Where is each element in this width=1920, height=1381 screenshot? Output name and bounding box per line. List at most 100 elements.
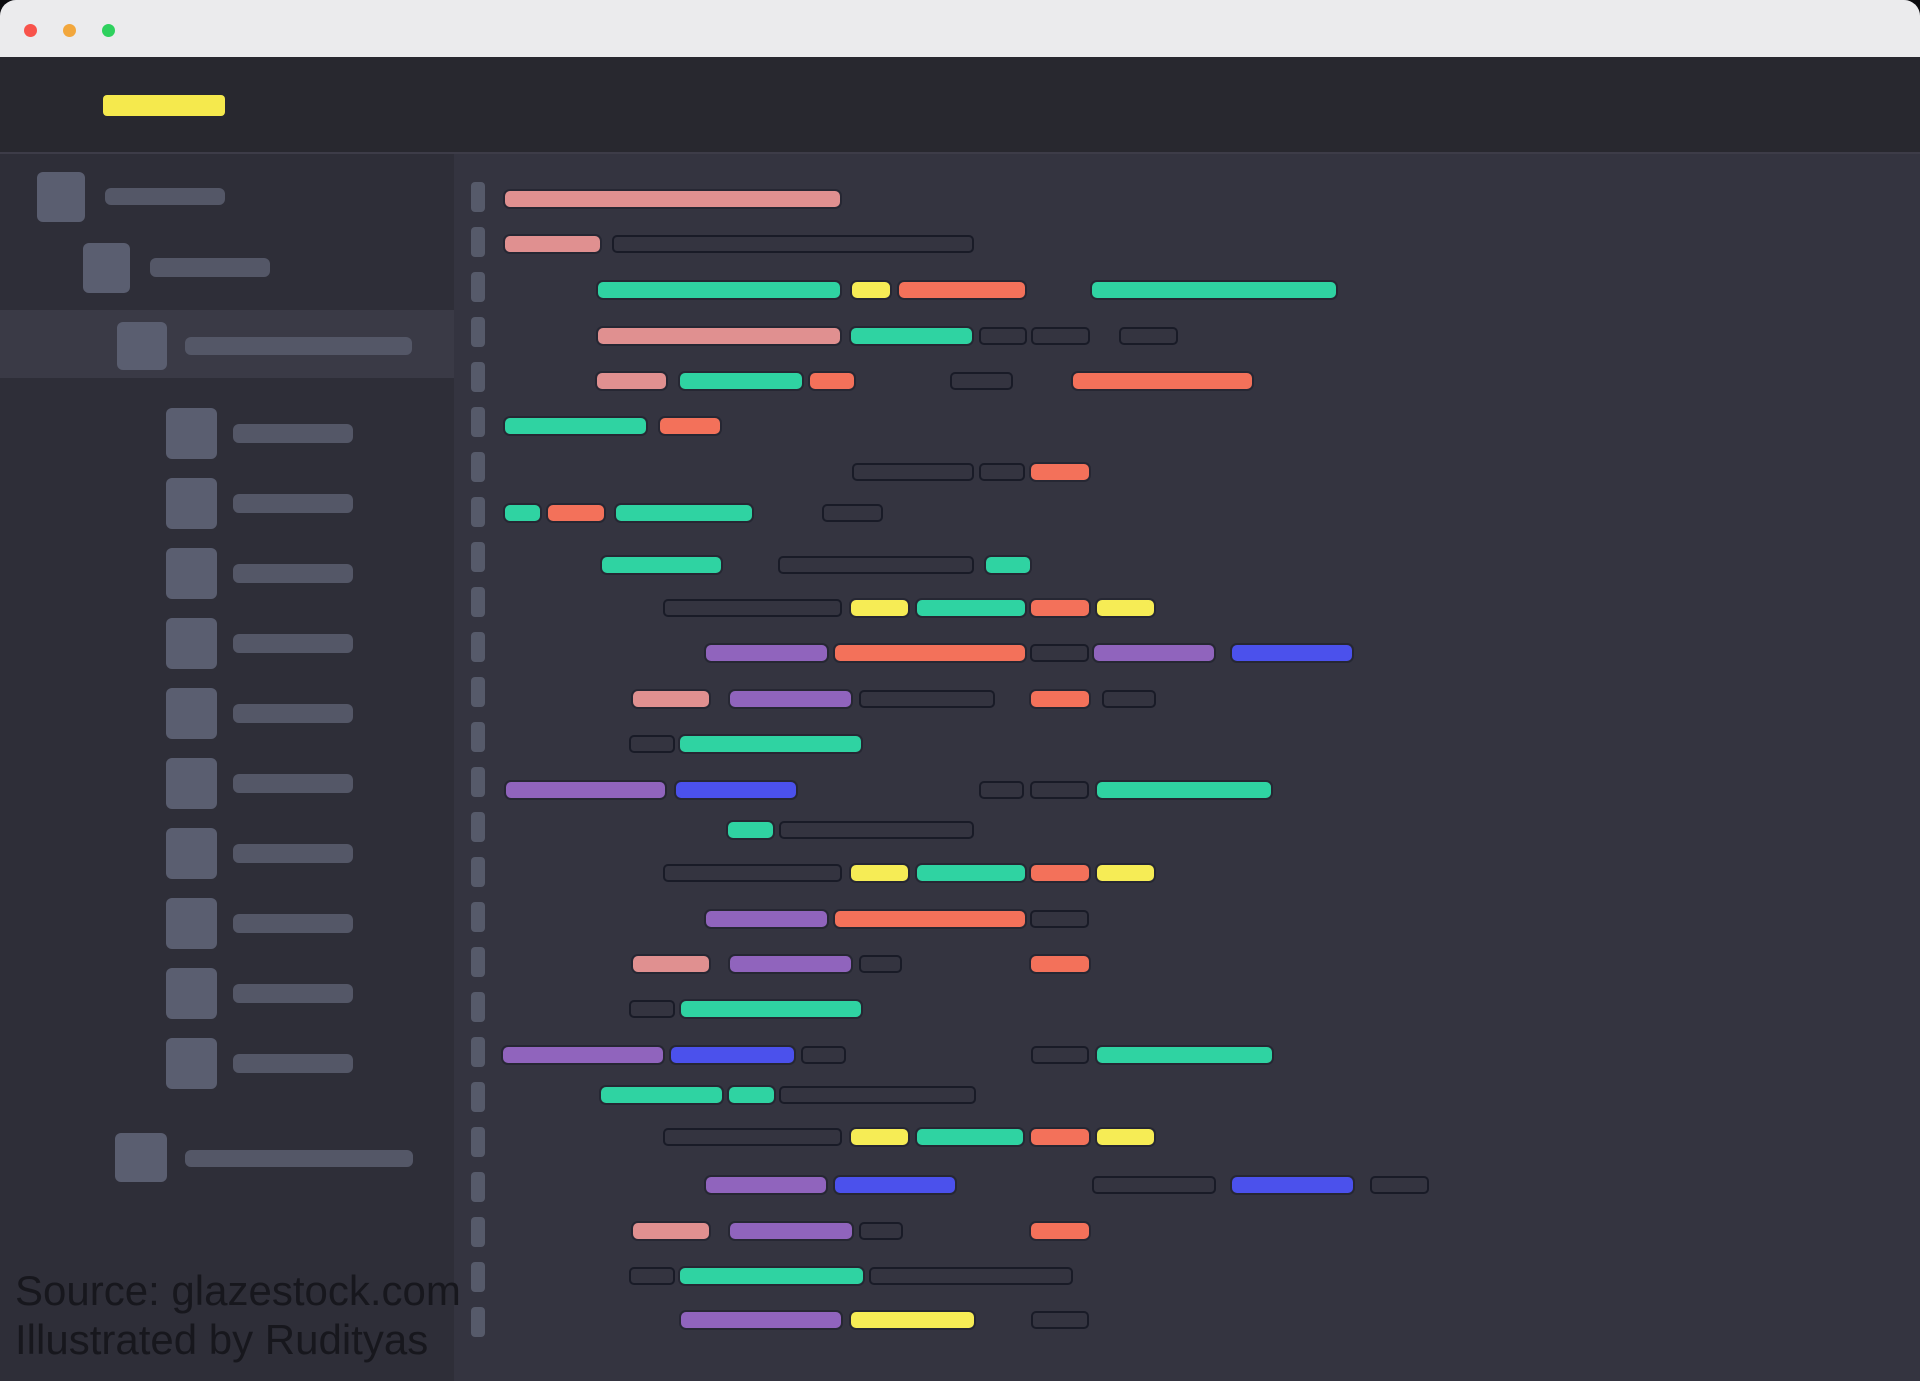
code-token-green [602,557,721,573]
file-icon-placeholder [37,172,85,222]
window-titlebar [0,0,1920,57]
indent-guide-dash [471,1127,485,1157]
indent-guide-dash [471,722,485,752]
code-token-white [1119,327,1178,345]
code-token-white [950,372,1013,390]
indent-guide-dash [471,587,485,617]
code-token-red [1031,1129,1089,1145]
code-token-white [629,1267,675,1285]
code-token-salmon [505,236,600,252]
file-name-placeholder [185,1150,413,1167]
indent-guide-dash [471,947,485,977]
active-tab-indicator [103,95,225,116]
indent-guide-dash [471,497,485,527]
indent-guide-dash [471,1217,485,1247]
code-token-yellow [852,282,890,298]
sidebar-tree-item[interactable] [166,1038,353,1089]
code-line [454,191,1920,209]
code-token-white [663,1128,842,1146]
sidebar-tree-item[interactable] [166,408,353,459]
credit-line-1: Source: glazestock.com [15,1267,461,1314]
file-name-placeholder [233,984,353,1003]
file-name-placeholder [233,844,353,863]
code-token-green [1097,782,1271,798]
file-icon-placeholder [166,758,217,809]
indent-guide-dash [471,182,485,212]
code-token-yellow [851,1312,974,1328]
sidebar-tree-item[interactable] [83,243,270,293]
code-token-white [1102,690,1156,708]
code-token-green [917,865,1025,881]
code-token-green [917,1129,1023,1145]
file-name-placeholder [233,494,353,513]
code-token-white [869,1267,1073,1285]
sidebar-tree-item[interactable] [166,688,353,739]
code-token-salmon [633,1223,709,1239]
code-token-white [629,1000,675,1018]
code-line [454,282,1920,300]
indent-guide-dash [471,1262,485,1292]
code-line [454,690,1920,709]
file-name-placeholder [233,1054,353,1073]
code-token-white [1030,781,1089,799]
code-line [454,372,1920,391]
sidebar-tree-item[interactable] [166,968,353,1019]
code-line [454,1222,1920,1241]
sidebar-tree-item-selected[interactable] [117,322,412,370]
code-line [454,556,1920,575]
code-token-white [1030,910,1089,928]
indent-guide-dash [471,1307,485,1337]
code-token-green [986,557,1030,573]
indent-guide-dash [471,1172,485,1202]
code-token-red [1031,865,1089,881]
code-token-green [729,1087,774,1103]
code-token-purple [1094,645,1214,661]
indent-guide-dash [471,452,485,482]
code-token-yellow [1097,600,1154,616]
indent-guide-dash [471,227,485,257]
code-token-green [601,1087,722,1103]
code-token-green [728,822,773,838]
code-line [454,644,1920,663]
sidebar-tree-item[interactable] [166,478,353,529]
code-token-blue [1232,1177,1353,1193]
sidebar-tree-item[interactable] [37,172,225,222]
code-token-purple [730,1223,852,1239]
code-token-green [680,373,802,389]
sidebar-tree-item[interactable] [166,618,353,669]
file-icon-placeholder [166,1038,217,1089]
code-token-green [680,1268,863,1284]
code-token-green [505,505,540,521]
code-token-purple [506,782,665,798]
code-token-white [822,504,883,522]
indent-guide-dash [471,632,485,662]
code-line [454,910,1920,929]
sidebar-tree-item[interactable] [115,1133,413,1182]
traffic-light-zoom-button[interactable] [102,24,115,37]
code-token-yellow [1097,865,1154,881]
code-token-salmon [633,691,709,707]
code-token-white [779,821,974,839]
code-token-white [779,1086,976,1104]
code-token-white [859,1222,903,1240]
code-token-purple [730,691,851,707]
code-line [454,463,1920,482]
sidebar-tree-item[interactable] [166,828,353,879]
sidebar-tree-item[interactable] [166,898,353,949]
credit-line-2: Illustrated by Rudityas [15,1316,429,1363]
code-editor [454,152,1920,1381]
traffic-light-minimize-button[interactable] [63,24,76,37]
code-line [454,235,1920,254]
indent-guide-dash [471,857,485,887]
traffic-light-close-button[interactable] [24,24,37,37]
file-name-placeholder [233,704,353,723]
sidebar-tree-item[interactable] [166,548,353,599]
file-name-placeholder [233,424,353,443]
code-token-purple [706,645,827,661]
file-icon-placeholder [166,968,217,1019]
code-token-blue [671,1047,794,1063]
indent-guide-dash [471,812,485,842]
code-token-red [835,911,1025,927]
code-token-white [1030,644,1089,662]
sidebar-tree-item[interactable] [166,758,353,809]
